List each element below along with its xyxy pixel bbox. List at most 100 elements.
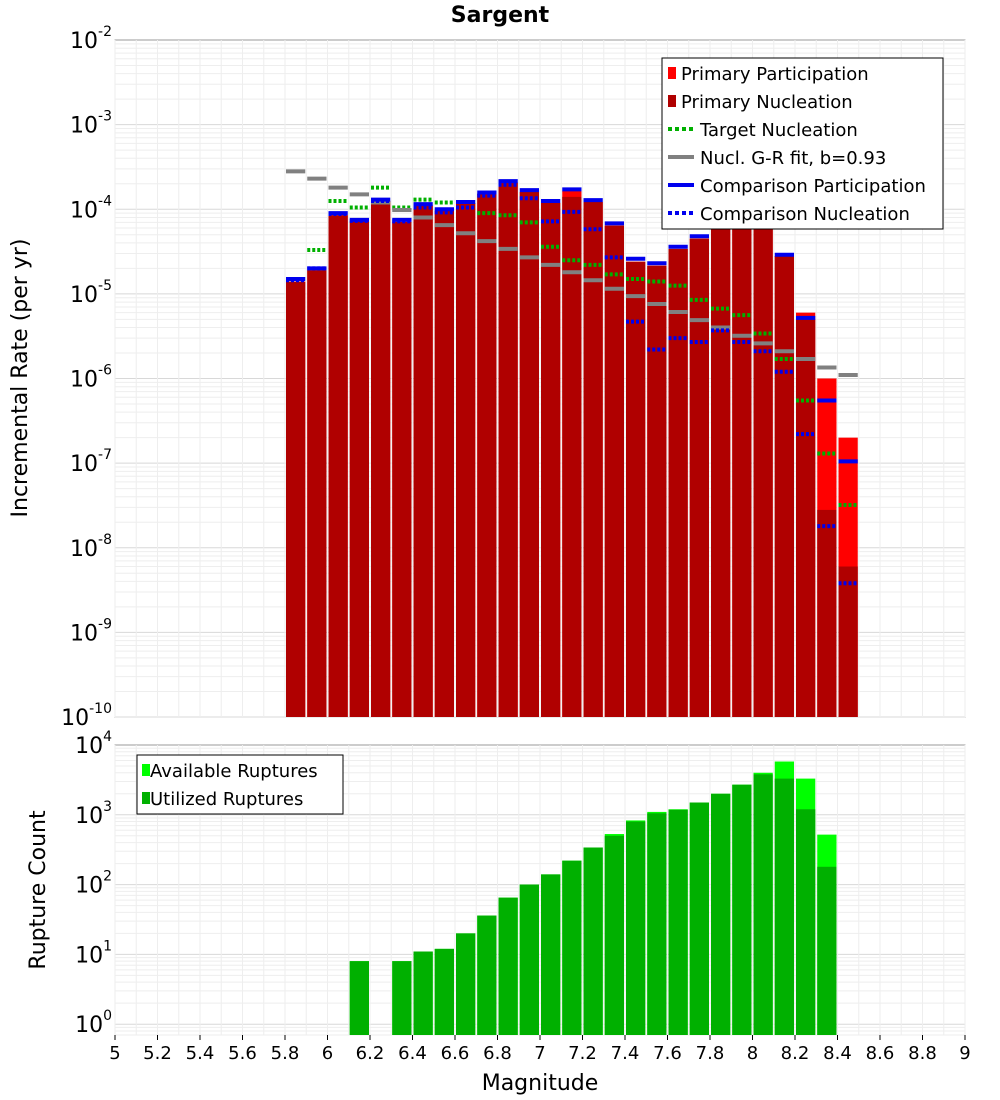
bottom-plot-area: 100 101 102 103 104 5 5.2 5.4 5.6 5.8 6 6.2 6.4 6.6 6… <box>75 729 971 1064</box>
nucleation-bar <box>838 566 858 717</box>
x-tick-label: 8.8 <box>908 1043 937 1064</box>
top-line-marks <box>286 169 858 586</box>
legend-label: Nucl. G-R fit, b=0.93 <box>700 148 886 169</box>
utilized-bar <box>753 774 773 1035</box>
nucleation-bar <box>583 201 603 718</box>
utilized-bar <box>817 866 837 1035</box>
legend-swatch <box>142 764 150 776</box>
legend-label: Primary Participation <box>681 64 869 85</box>
y-tick-label: 10-5 <box>70 278 112 308</box>
x-tick-label: 6 <box>322 1043 333 1064</box>
nucleation-bar <box>456 203 476 717</box>
utilized-bar <box>647 813 667 1035</box>
utilized-bar <box>711 793 731 1035</box>
y-tick-label: 101 <box>75 938 112 968</box>
top-bars <box>286 182 858 718</box>
legend-label: Utilized Ruptures <box>150 789 303 810</box>
x-tick-label: 7.4 <box>611 1043 640 1064</box>
nucleation-bar <box>796 319 816 717</box>
x-tick-label: 8 <box>747 1043 758 1064</box>
nucleation-bar <box>541 202 561 718</box>
x-tick-label: 7.8 <box>696 1043 725 1064</box>
nucleation-bar <box>604 225 624 717</box>
utilized-bar <box>541 874 561 1035</box>
legend-label: Target Nucleation <box>699 120 858 141</box>
nucleation-bar <box>626 261 646 717</box>
nucleation-bar <box>562 196 582 717</box>
utilized-bar <box>689 802 709 1035</box>
nucleation-bar <box>307 270 327 717</box>
x-tick-label: 7.6 <box>653 1043 682 1064</box>
utilized-bar <box>562 860 582 1035</box>
y-tick-label: 10-4 <box>70 193 112 223</box>
nucleation-bar <box>519 191 539 718</box>
legend-label: Primary Nucleation <box>681 92 853 113</box>
nucleation-bar <box>328 215 348 717</box>
utilized-bar <box>413 951 433 1035</box>
x-tick-label: 5.8 <box>271 1043 300 1064</box>
nucleation-bar <box>349 221 369 717</box>
x-tick-label: 7 <box>534 1043 545 1064</box>
nucleation-bar <box>286 281 306 717</box>
utilized-bar <box>434 948 454 1035</box>
nucleation-bar <box>498 182 518 718</box>
nucleation-bar <box>647 265 667 717</box>
y-tick-label: 10-6 <box>70 363 112 393</box>
y-tick-label: 102 <box>75 869 112 899</box>
nucleation-bar <box>668 248 688 717</box>
y-tick-label: 100 <box>75 1008 112 1038</box>
utilized-bar <box>456 933 476 1035</box>
x-tick-label: 7.2 <box>568 1043 597 1064</box>
bottom-legend: Available Ruptures Utilized Ruptures <box>136 754 344 815</box>
y-tick-label: 103 <box>75 799 112 829</box>
utilized-bar <box>626 821 646 1035</box>
nucleation-bar <box>392 221 412 717</box>
nucleation-bar <box>413 205 433 717</box>
legend-swatch <box>142 792 150 804</box>
utilized-bar <box>519 884 539 1035</box>
nucleation-bar <box>732 225 752 717</box>
nucleation-bar <box>753 226 773 717</box>
x-tick-label: 5.4 <box>186 1043 215 1064</box>
x-tick-label: 8.6 <box>866 1043 895 1064</box>
bottom-y-ticks: 100 101 102 103 104 <box>75 729 112 1038</box>
y-tick-label: 10-9 <box>70 616 112 646</box>
bottom-bars <box>349 761 837 1035</box>
y-tick-label: 10-7 <box>70 447 112 477</box>
bottom-y-axis-label: Rupture Count <box>26 810 51 970</box>
y-tick-label: 104 <box>75 729 112 759</box>
legend-swatch <box>668 67 676 79</box>
utilized-bar <box>349 961 369 1035</box>
nucleation-bar <box>817 509 837 717</box>
utilized-bar <box>604 835 624 1035</box>
utilized-bar <box>477 915 497 1035</box>
top-y-axis-label: Incremental Rate (per yr) <box>8 239 33 518</box>
x-tick-label: 9 <box>959 1043 970 1064</box>
utilized-bar <box>583 847 603 1035</box>
utilized-bar <box>392 961 412 1035</box>
nucleation-bar <box>689 238 709 717</box>
utilized-bar <box>774 778 794 1035</box>
y-tick-label: 10-8 <box>70 532 112 562</box>
y-tick-label: 10-2 <box>70 24 112 54</box>
utilized-bar <box>498 897 518 1035</box>
x-tick-label: 6.4 <box>398 1043 427 1064</box>
x-tick-label: 6.2 <box>356 1043 385 1064</box>
y-tick-label: 10-3 <box>70 109 112 139</box>
chart-title: Sargent <box>451 3 550 28</box>
legend-label: Comparison Participation <box>700 176 926 197</box>
utilized-bar <box>732 784 752 1035</box>
x-tick-label: 6.8 <box>483 1043 512 1064</box>
top-y-ticks: 10-10 10-9 10-8 10-7 10-6 10-5 10-4 10-3 10-2 <box>61 24 112 731</box>
x-axis-label: Magnitude <box>482 1071 599 1096</box>
legend-label: Comparison Nucleation <box>700 204 910 225</box>
legend-swatch <box>668 95 676 107</box>
nucleation-bar <box>774 256 794 717</box>
legend-label: Available Ruptures <box>150 761 318 782</box>
x-ticks: 5 5.2 5.4 5.6 5.8 6 6.2 6.4 6.6 6.8 7 7.2 7.4 7.6 7.8 8… <box>109 1035 971 1064</box>
nucleation-bar <box>711 222 731 717</box>
x-tick-label: 5.6 <box>228 1043 257 1064</box>
x-tick-label: 8.2 <box>781 1043 810 1064</box>
utilized-bar <box>796 809 816 1035</box>
